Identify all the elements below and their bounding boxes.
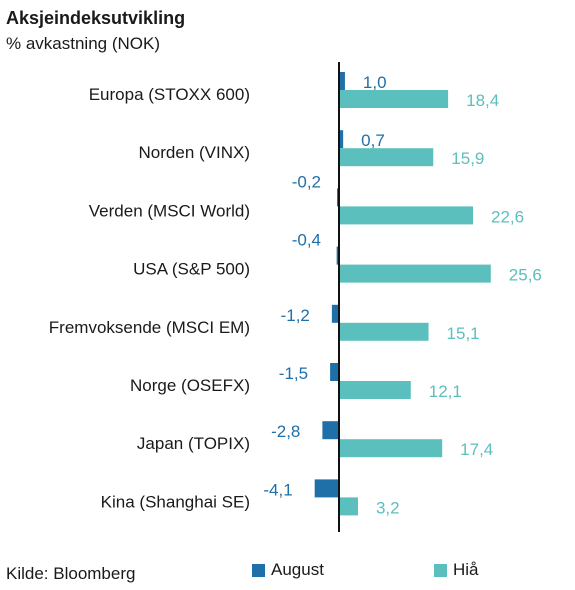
chart-subtitle: % avkastning (NOK) bbox=[6, 34, 160, 53]
legend-label-august: August bbox=[271, 560, 324, 579]
bar-hi-usa-s-p-500 bbox=[339, 264, 491, 283]
category-label-japan-topix: Japan (TOPIX) bbox=[137, 434, 250, 453]
bar-august-norden-vinx bbox=[339, 130, 344, 149]
data-label-hi-usa-s-p-500: 25,6 bbox=[509, 266, 542, 285]
legend-item-hia: Hiå bbox=[434, 560, 479, 580]
category-label-norden-vinx: Norden (VINX) bbox=[139, 143, 250, 162]
category-label-fremvoksende-msci-em: Fremvoksende (MSCI EM) bbox=[49, 318, 250, 337]
data-label-august-europa-stoxx-600: 1,0 bbox=[363, 73, 387, 92]
data-label-hi-kina-shanghai-se: 3,2 bbox=[376, 498, 400, 517]
legend-swatch-hia bbox=[434, 563, 447, 577]
legend-swatch-august bbox=[252, 563, 265, 577]
data-label-august-kina-shanghai-se: -4,1 bbox=[263, 480, 292, 499]
bar-hi-kina-shanghai-se bbox=[339, 497, 358, 516]
bar-august-europa-stoxx-600 bbox=[339, 72, 345, 90]
legend-item-august: August bbox=[252, 560, 324, 580]
bar-hi-verden-msci-world bbox=[339, 206, 474, 225]
data-label-hi-europa-stoxx-600: 18,4 bbox=[466, 91, 499, 110]
data-label-august-japan-topix: -2,8 bbox=[271, 422, 300, 441]
bar-hi-europa-stoxx-600 bbox=[339, 90, 449, 108]
chart-title: Aksjeindeksutvikling bbox=[6, 8, 186, 28]
bar-august-norge-osefx bbox=[330, 363, 339, 381]
category-label-usa-s-p-500: USA (S&P 500) bbox=[133, 260, 250, 279]
data-label-hi-fremvoksende-msci-em: 15,1 bbox=[447, 324, 480, 343]
data-label-august-verden-msci-world: -0,2 bbox=[292, 172, 321, 191]
category-label-kina-shanghai-se: Kina (Shanghai SE) bbox=[101, 492, 250, 511]
bar-august-japan-topix bbox=[322, 421, 339, 440]
data-label-hi-norden-vinx: 15,9 bbox=[451, 149, 484, 168]
data-label-august-norden-vinx: 0,7 bbox=[361, 131, 385, 150]
data-label-hi-verden-msci-world: 22,6 bbox=[491, 207, 524, 226]
bar-august-kina-shanghai-se bbox=[314, 479, 339, 498]
category-label-europa-stoxx-600: Europa (STOXX 600) bbox=[89, 85, 250, 104]
category-label-verden-msci-world: Verden (MSCI World) bbox=[89, 201, 250, 220]
bar-hi-japan-topix bbox=[339, 439, 443, 458]
bar-hi-fremvoksende-msci-em bbox=[339, 322, 429, 341]
bar-hi-norge-osefx bbox=[339, 381, 411, 399]
data-label-august-usa-s-p-500: -0,4 bbox=[292, 231, 321, 250]
plot-area: Europa (STOXX 600) 1,0 18,4 Norden (VINX) 0,… bbox=[49, 62, 542, 532]
data-label-august-fremvoksende-msci-em: -1,2 bbox=[281, 306, 310, 325]
bar-hi-norden-vinx bbox=[339, 148, 434, 167]
category-label-norge-osefx: Norge (OSEFX) bbox=[130, 376, 250, 395]
data-label-hi-norge-osefx: 12,1 bbox=[429, 382, 462, 401]
data-label-hi-japan-topix: 17,4 bbox=[460, 440, 493, 459]
bar-august-fremvoksende-msci-em bbox=[331, 304, 339, 323]
bar-august-usa-s-p-500 bbox=[336, 246, 339, 265]
data-label-august-norge-osefx: -1,5 bbox=[279, 364, 308, 383]
source-note: Kilde: Bloomberg bbox=[6, 564, 136, 583]
legend-label-hia: Hiå bbox=[453, 560, 479, 579]
